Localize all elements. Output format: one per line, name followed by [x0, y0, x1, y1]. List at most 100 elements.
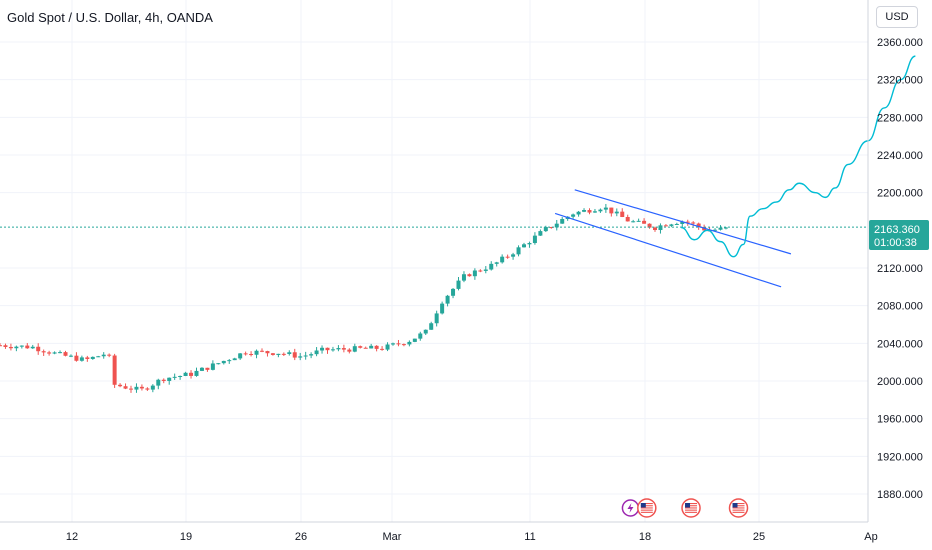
- us-flag-icon[interactable]: [637, 498, 657, 518]
- candle: [429, 321, 434, 330]
- event-markers[interactable]: [621, 498, 749, 518]
- price-axis[interactable]: 2360.000 2320.000 2280.000 2240.000 2200.000…: [877, 37, 923, 501]
- price-tick-label: 2360.000: [877, 37, 923, 49]
- candle: [249, 351, 254, 357]
- candle: [221, 360, 226, 365]
- candle: [587, 208, 592, 215]
- candle: [374, 345, 379, 352]
- candle: [36, 343, 41, 355]
- candle: [412, 338, 417, 343]
- candle: [614, 208, 619, 217]
- price-badge-background: [869, 220, 929, 250]
- candle: [96, 355, 101, 358]
- candle: [270, 352, 275, 356]
- price-tick-label: 2320.000: [877, 75, 923, 87]
- candle: [199, 367, 204, 372]
- us-flag-icon[interactable]: [681, 498, 701, 518]
- candle: [320, 345, 325, 354]
- grid-lines: [0, 0, 868, 522]
- time-tick-label: 25: [753, 531, 765, 543]
- candle: [369, 343, 374, 349]
- candle: [440, 301, 445, 315]
- lightning-icon[interactable]: [621, 499, 640, 517]
- candle: [238, 353, 243, 360]
- candle: [500, 254, 505, 264]
- price-tick-label: 2200.000: [877, 188, 923, 200]
- candle: [582, 208, 587, 213]
- candle: [598, 208, 603, 213]
- candle: [63, 350, 68, 357]
- price-badge-price: 2163.360: [874, 224, 920, 236]
- candle: [451, 288, 456, 299]
- candle: [713, 228, 718, 232]
- candle: [14, 345, 19, 352]
- candle: [642, 218, 647, 224]
- candle: [112, 353, 117, 388]
- candle: [516, 245, 521, 257]
- candle: [145, 387, 150, 391]
- candle: [79, 355, 84, 362]
- candle: [232, 357, 237, 361]
- candle: [292, 348, 297, 361]
- price-tick-label: 2280.000: [877, 112, 923, 124]
- candle: [3, 343, 8, 349]
- candle: [216, 362, 221, 365]
- candle: [227, 359, 232, 364]
- price-tick-label: 2080.000: [877, 301, 923, 313]
- candle: [647, 223, 652, 229]
- candle: [434, 310, 439, 327]
- candle: [74, 352, 79, 362]
- candle: [472, 268, 477, 280]
- channel-trendline[interactable]: [574, 189, 792, 255]
- candle: [287, 350, 292, 356]
- candle: [123, 383, 128, 390]
- candle: [30, 344, 35, 349]
- candle: [718, 225, 723, 231]
- candle: [631, 219, 636, 223]
- us-flag-icon[interactable]: [728, 498, 749, 518]
- candle: [129, 385, 133, 393]
- time-tick-label: Ap: [864, 531, 877, 543]
- candle: [609, 207, 614, 217]
- candle: [101, 352, 106, 359]
- time-tick-label: 19: [180, 531, 192, 543]
- candle: [538, 229, 543, 236]
- candle: [243, 351, 248, 356]
- candle: [418, 331, 423, 341]
- candle: [139, 384, 144, 391]
- candle: [309, 352, 314, 359]
- candle: [41, 349, 46, 356]
- currency-selector[interactable]: USD: [876, 6, 918, 28]
- candle: [401, 343, 406, 347]
- candle: [172, 373, 177, 380]
- candle: [205, 367, 210, 372]
- candle: [281, 352, 286, 357]
- candle: [674, 222, 679, 225]
- price-tick-label: 2040.000: [877, 338, 923, 350]
- candle: [358, 345, 363, 349]
- candle: [532, 232, 537, 245]
- candle: [592, 208, 597, 213]
- channel-trendline[interactable]: [554, 212, 782, 288]
- candle: [0, 343, 2, 347]
- candle: [603, 203, 608, 213]
- time-axis[interactable]: 12 19 26 Mar 11 18 25 Ap: [66, 531, 878, 543]
- candle: [363, 346, 368, 349]
- price-tick-label: 1960.000: [877, 414, 923, 426]
- candle: [461, 271, 466, 283]
- candle: [325, 347, 330, 354]
- price-tick-label: 2120.000: [877, 263, 923, 275]
- candle: [489, 261, 494, 271]
- candle: [19, 345, 24, 349]
- candle: [194, 367, 199, 377]
- candle: [336, 345, 341, 352]
- candle: [396, 339, 401, 347]
- candle: [636, 218, 641, 222]
- candle: [549, 226, 554, 229]
- candle: [167, 377, 172, 385]
- candle: [347, 348, 352, 354]
- price-tick-label: 1920.000: [877, 451, 923, 463]
- drawings[interactable]: [554, 55, 916, 288]
- candle: [107, 353, 112, 358]
